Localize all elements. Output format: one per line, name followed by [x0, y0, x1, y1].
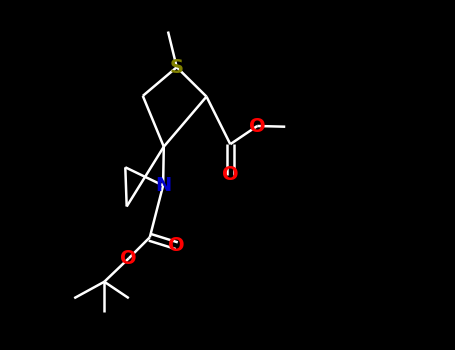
- Text: O: O: [222, 166, 238, 184]
- Text: O: O: [168, 236, 185, 255]
- Text: O: O: [249, 117, 266, 135]
- Text: N: N: [155, 176, 171, 195]
- Text: O: O: [121, 249, 137, 268]
- Text: S: S: [170, 58, 184, 77]
